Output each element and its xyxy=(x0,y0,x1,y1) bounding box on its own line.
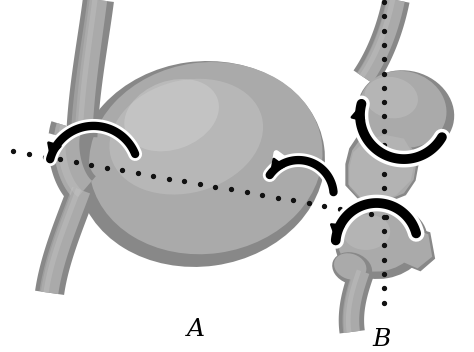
Polygon shape xyxy=(54,123,82,200)
Polygon shape xyxy=(343,269,361,333)
Polygon shape xyxy=(58,124,83,197)
Ellipse shape xyxy=(338,207,419,272)
Polygon shape xyxy=(44,188,81,293)
Polygon shape xyxy=(393,227,432,269)
Ellipse shape xyxy=(336,205,428,279)
Polygon shape xyxy=(75,0,107,133)
Ellipse shape xyxy=(109,79,263,195)
Text: B: B xyxy=(372,328,391,351)
Polygon shape xyxy=(35,185,96,295)
Polygon shape xyxy=(344,269,369,333)
Polygon shape xyxy=(357,0,405,83)
Polygon shape xyxy=(54,123,92,200)
Polygon shape xyxy=(41,187,90,294)
Ellipse shape xyxy=(332,252,372,285)
Ellipse shape xyxy=(365,77,418,118)
Ellipse shape xyxy=(344,215,390,250)
Polygon shape xyxy=(39,187,81,293)
Ellipse shape xyxy=(357,70,454,154)
Ellipse shape xyxy=(334,253,366,280)
Polygon shape xyxy=(48,121,96,205)
Polygon shape xyxy=(71,0,97,137)
Polygon shape xyxy=(346,130,420,205)
Polygon shape xyxy=(348,133,418,203)
Polygon shape xyxy=(354,0,410,86)
Polygon shape xyxy=(391,225,435,271)
Ellipse shape xyxy=(359,71,447,148)
Polygon shape xyxy=(78,0,98,133)
Polygon shape xyxy=(349,135,416,202)
Ellipse shape xyxy=(124,79,219,151)
Text: A: A xyxy=(187,319,205,341)
Polygon shape xyxy=(339,267,374,333)
Polygon shape xyxy=(346,270,361,333)
Polygon shape xyxy=(360,0,395,77)
Ellipse shape xyxy=(77,61,325,267)
Polygon shape xyxy=(66,0,114,137)
Ellipse shape xyxy=(89,62,322,254)
Polygon shape xyxy=(357,0,395,77)
